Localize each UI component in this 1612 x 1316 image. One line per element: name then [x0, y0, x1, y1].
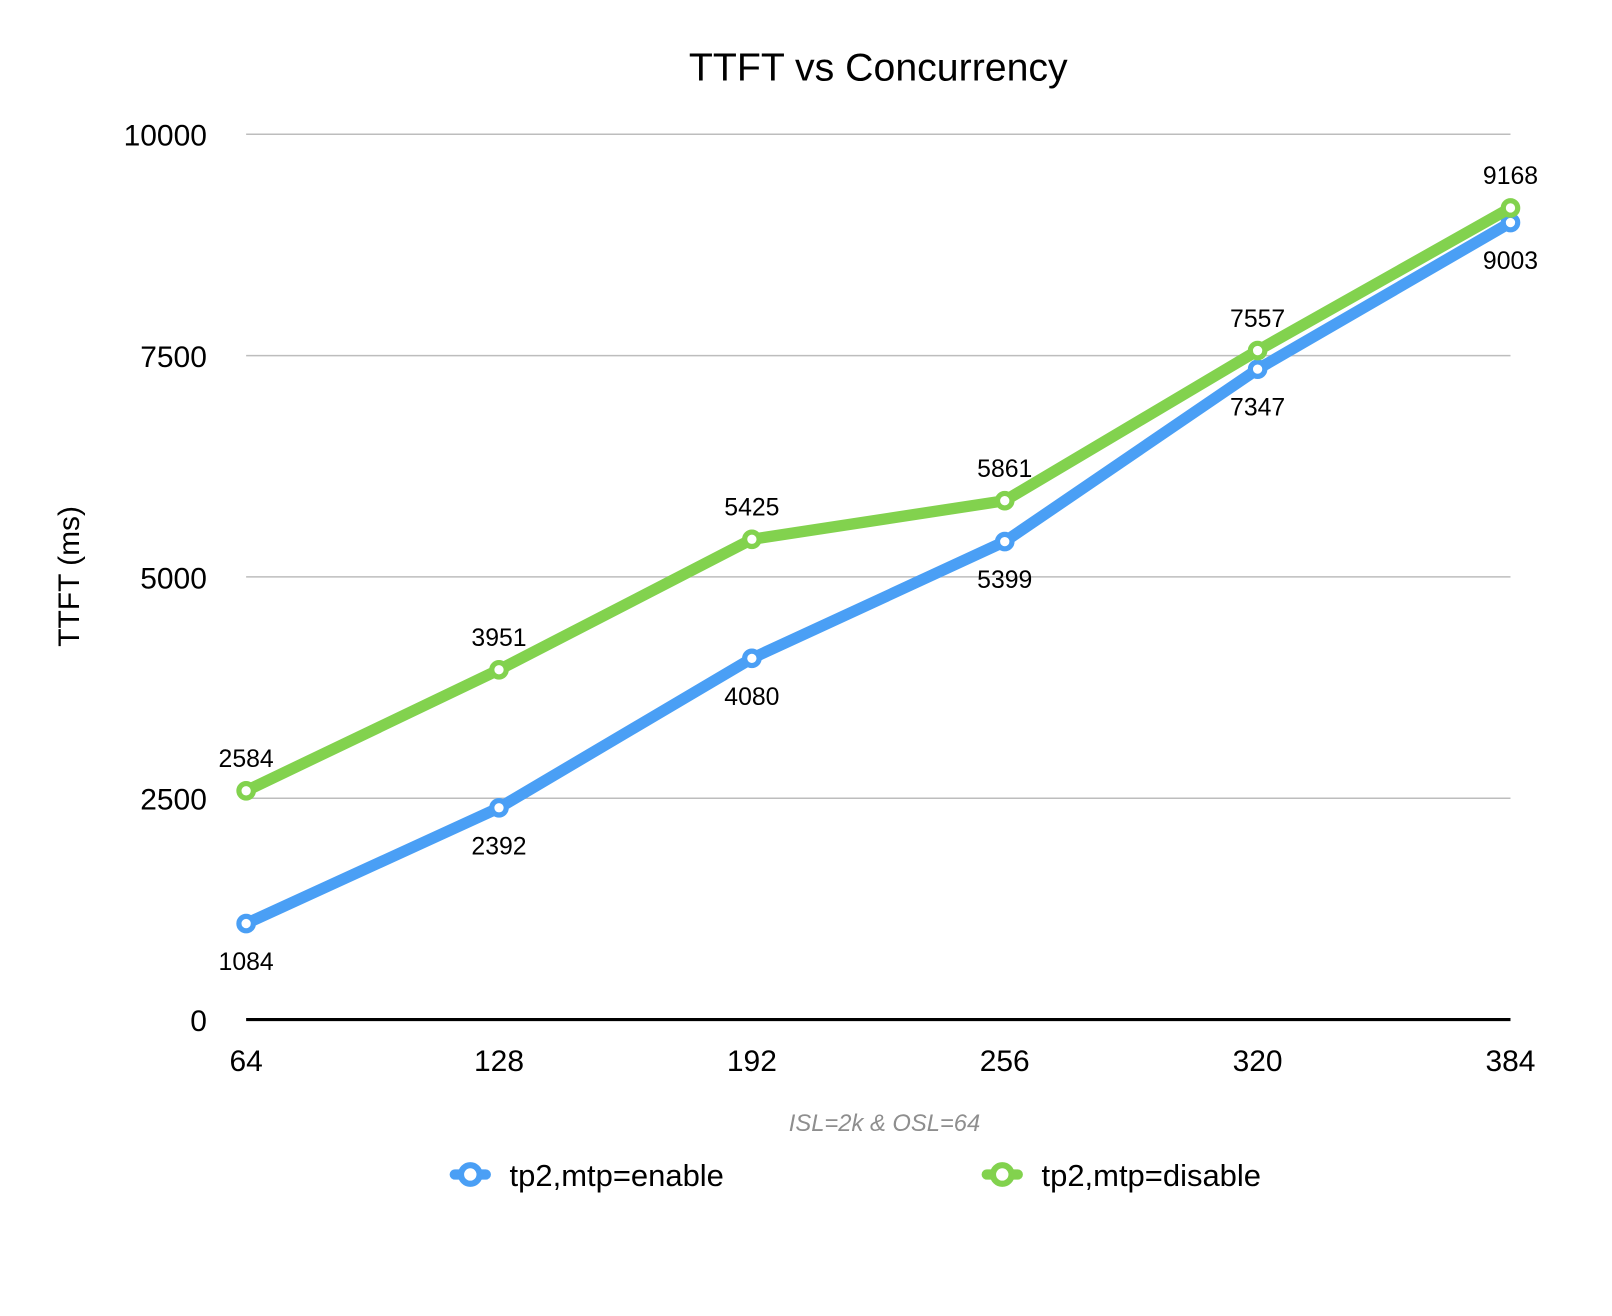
legend-item-0: tp2,mtp=enable: [449, 1158, 724, 1193]
data-point: [742, 529, 762, 550]
data-label: 1084: [219, 949, 274, 976]
x-tick-label: 384: [1486, 1045, 1536, 1078]
data-point: [489, 797, 509, 818]
data-point: [236, 913, 256, 934]
series-0: 1084 2392 4080 5399 7347 9003: [219, 212, 1538, 976]
data-label: 9003: [1483, 248, 1538, 275]
legend-label: tp2,mtp=enable: [510, 1158, 724, 1193]
legend-item-1: tp2,mtp=disable: [981, 1158, 1262, 1193]
data-label: 2392: [471, 833, 526, 860]
y-tick-label: 10000: [124, 120, 207, 153]
y-tick-label: 2500: [140, 784, 207, 817]
series-line: [240, 202, 1517, 797]
series-1: 2584 3951 5425 5861 7557 9168: [219, 163, 1538, 801]
x-tick-label: 128: [474, 1045, 524, 1078]
data-label: 7347: [1230, 395, 1285, 422]
data-point: [742, 648, 762, 669]
legend-marker-icon: [989, 1162, 1015, 1187]
x-tick-label: 256: [980, 1045, 1030, 1078]
chart-title: TTFT vs Concurrency: [689, 46, 1068, 90]
data-label: 4080: [724, 684, 779, 711]
data-label: 7557: [1230, 306, 1285, 333]
series-line: [240, 216, 1517, 930]
x-axis-label: ISL=2k & OSL=64: [789, 1110, 980, 1137]
data-point: [1500, 198, 1521, 218]
y-tick-label: 0: [190, 1005, 207, 1038]
data-label: 5399: [977, 567, 1032, 594]
y-tick-label: 5000: [140, 562, 207, 595]
data-point: [489, 659, 509, 680]
legend-marker-icon: [457, 1162, 483, 1187]
data-point: [1247, 359, 1268, 379]
data-label: 3951: [471, 625, 526, 652]
x-tick-label: 192: [727, 1045, 777, 1078]
data-label: 2584: [219, 746, 274, 773]
y-axis-label: TTFT (ms): [53, 506, 86, 647]
data-point: [236, 780, 256, 801]
y-tick-label: 7500: [140, 341, 207, 374]
data-label: 9168: [1483, 163, 1538, 190]
data-label: 5861: [977, 456, 1032, 483]
x-tick-label: 320: [1233, 1045, 1283, 1078]
data-point: [1247, 340, 1268, 361]
data-label: 5425: [724, 495, 779, 522]
legend-label: tp2,mtp=disable: [1042, 1158, 1262, 1193]
data-point: [994, 531, 1015, 552]
data-point: [994, 490, 1015, 511]
x-tick-label: 64: [229, 1045, 262, 1078]
